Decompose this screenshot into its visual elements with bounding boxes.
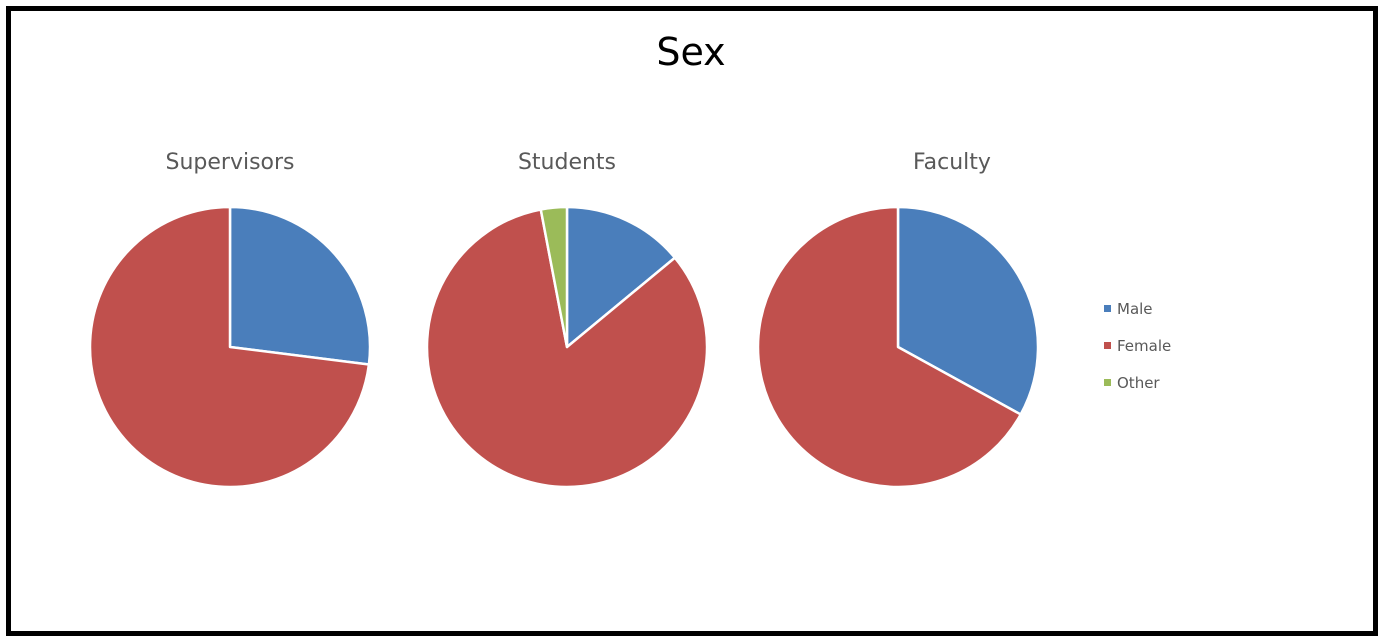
pie-slice-supervisors-male: [228, 205, 372, 366]
legend-label-male: Male: [1117, 299, 1153, 318]
pie-title-students: Students: [517, 150, 617, 175]
pie-chart-faculty: [756, 205, 1040, 489]
legend-swatch-male: [1104, 305, 1111, 312]
legend-label-female: Female: [1117, 336, 1172, 355]
pie-slice-students-other: [539, 205, 569, 349]
legend-swatch-other: [1104, 379, 1111, 386]
pie-chart-students: [425, 205, 709, 489]
legend-item-male: Male: [1104, 290, 1171, 327]
legend-item-other: Other: [1104, 364, 1171, 401]
pie-slice-supervisors-female: [88, 205, 371, 489]
pie-slice-faculty-male: [896, 205, 1040, 416]
pie-chart-supervisors: [88, 205, 372, 489]
legend-swatch-female: [1104, 342, 1111, 349]
pie-title-supervisors: Supervisors: [165, 150, 295, 175]
pie-slice-faculty-female: [756, 205, 1022, 489]
legend-item-female: Female: [1104, 327, 1171, 364]
pie-slice-students-male: [565, 205, 677, 349]
chart-title: Sex: [656, 30, 726, 74]
legend: Male Female Other: [1104, 290, 1171, 401]
legend-label-other: Other: [1117, 373, 1160, 392]
pie-title-faculty: Faculty: [913, 150, 991, 175]
